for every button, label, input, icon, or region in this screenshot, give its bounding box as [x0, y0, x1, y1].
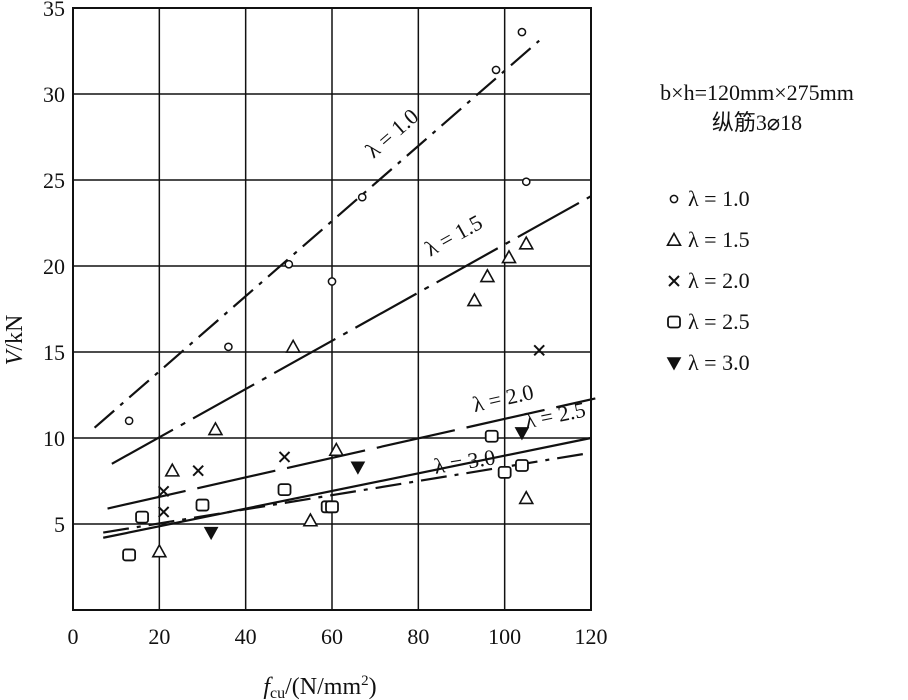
data-points [122, 27, 545, 562]
data-point [518, 490, 535, 505]
x-tick-label: 120 [575, 624, 608, 649]
data-point [122, 548, 137, 562]
fit-line-label: λ = 1.5 [421, 209, 487, 261]
y-tick-label: 25 [43, 168, 65, 193]
data-point [514, 427, 530, 441]
fit-line [107, 397, 596, 510]
fit-lines [93, 39, 596, 539]
data-point [533, 344, 545, 356]
fit-line [102, 436, 592, 539]
y-axis-title: V/kN [2, 315, 28, 366]
data-point [135, 510, 149, 524]
x-tick-label: 20 [148, 624, 170, 649]
legend-item: λ = 1.0 [664, 178, 902, 219]
data-point [284, 259, 294, 269]
legend-item: λ = 1.5 [664, 219, 902, 260]
legend-marker [666, 356, 682, 371]
line-labels: λ = 1.0λ = 1.5λ = 2.0λ = 2.5λ = 3.0 [360, 103, 587, 478]
y-tick-label: 15 [43, 340, 65, 365]
legend-label: λ = 1.5 [688, 226, 750, 252]
data-point [224, 342, 233, 352]
legend-label: λ = 3.0 [688, 349, 750, 375]
fit-line [111, 192, 596, 465]
y-tick-label: 10 [43, 426, 65, 451]
data-point [151, 543, 168, 558]
data-point [357, 192, 367, 202]
data-point [203, 526, 219, 541]
data-point [521, 177, 531, 187]
fit-line [103, 452, 587, 534]
y-tick-label: 30 [43, 82, 65, 107]
legend-label: λ = 2.5 [688, 308, 750, 334]
data-point [518, 235, 535, 250]
legend-marker [667, 315, 681, 328]
x-tick-label: 40 [235, 624, 257, 649]
fit-line-label: λ = 1.0 [360, 103, 423, 162]
data-point [207, 421, 224, 436]
data-point [497, 465, 512, 479]
data-point [278, 451, 291, 463]
data-point [667, 315, 681, 328]
spec-reinforcement: 纵筋3⌀18 [711, 110, 803, 135]
x-tick-label: 100 [488, 624, 521, 649]
legend-item: λ = 2.5 [664, 301, 902, 342]
y-tick-label: 5 [54, 512, 65, 537]
data-point [285, 338, 302, 353]
data-point [466, 292, 483, 307]
tick-labels: 0 20 40 60 80 100 120 5 10 15 20 25 30 35 [43, 0, 608, 649]
data-point [479, 268, 496, 283]
data-point [192, 464, 204, 477]
data-point [517, 27, 527, 37]
data-point [515, 459, 529, 472]
legend-item: λ = 2.0 [664, 260, 902, 301]
legend: b×h=120mm×275mm 纵筋3⌀18 λ = 1.0 λ = 1.5 λ =… [612, 78, 902, 383]
data-point [302, 512, 319, 527]
y-tick-label: 35 [43, 0, 65, 21]
legend-marker [669, 194, 679, 203]
data-point [325, 500, 339, 514]
legend-list: λ = 1.0 λ = 1.5 λ = 2.0 λ = 2.5 λ = 3.0 [664, 178, 902, 383]
x-tick-label: 0 [68, 624, 79, 649]
data-point [484, 429, 499, 443]
data-point [327, 277, 337, 286]
data-point [328, 441, 345, 457]
y-tick-label: 20 [43, 254, 65, 279]
x-axis-title: fcu/(N/mm2) [263, 673, 376, 700]
legend-label: λ = 1.0 [688, 185, 750, 211]
grid [72, 7, 592, 611]
data-point [666, 231, 682, 246]
data-point [491, 65, 501, 75]
x-tick-label: 80 [407, 624, 429, 649]
data-point [277, 483, 292, 497]
data-point [195, 498, 210, 512]
data-point [666, 356, 682, 371]
data-point [157, 485, 170, 498]
fit-line [93, 39, 540, 429]
data-point [124, 416, 134, 426]
legend-label: λ = 2.0 [688, 267, 750, 293]
spec-dimensions: b×h=120mm×275mm [660, 80, 854, 105]
x-tick-label: 60 [321, 624, 343, 649]
fit-line-label: λ = 3.0 [432, 444, 497, 479]
data-point [501, 249, 517, 264]
legend-item: λ = 3.0 [664, 342, 902, 383]
data-point [164, 462, 181, 477]
data-point [350, 461, 366, 475]
legend-marker [668, 274, 680, 287]
data-point [157, 506, 170, 518]
data-point [668, 274, 680, 287]
legend-marker [666, 231, 682, 246]
data-point [669, 194, 679, 203]
